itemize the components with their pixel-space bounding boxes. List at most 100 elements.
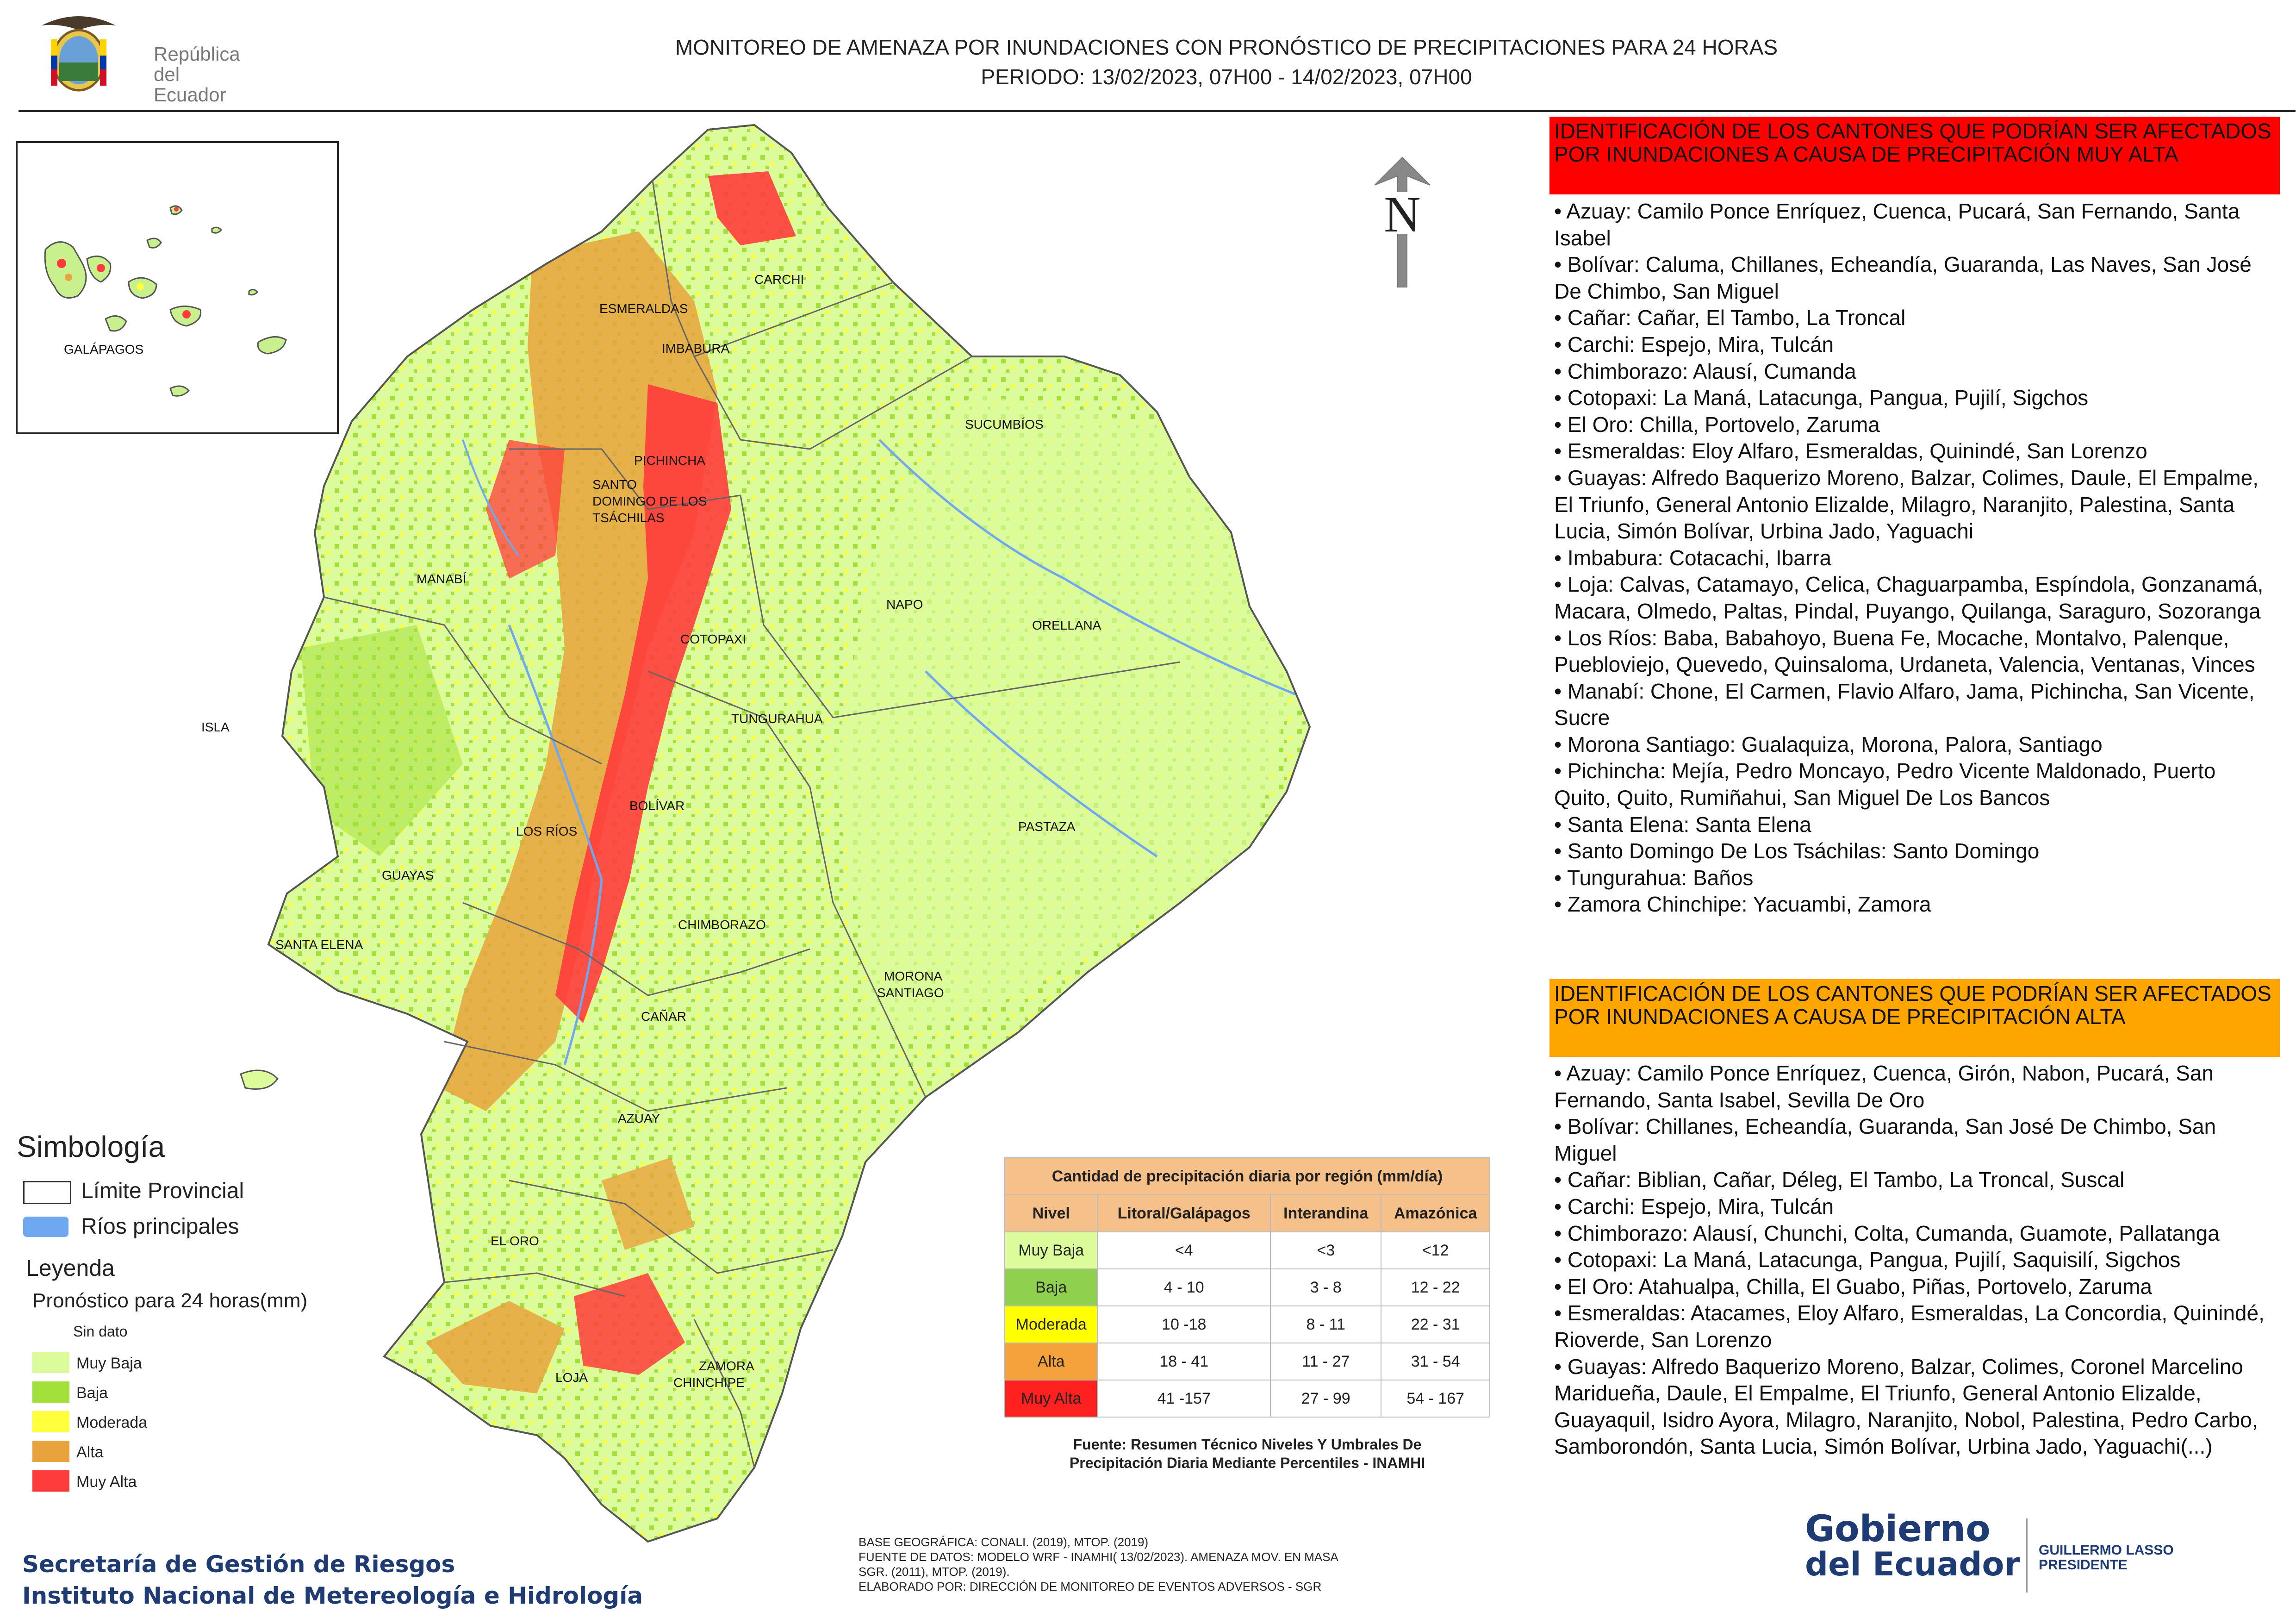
list-item: • Morona Santiago: Gualaquiza, Morona, P…	[1554, 732, 2103, 756]
legend-sin-dato-swatch	[32, 1323, 69, 1344]
label-santo-domingo-1: SANTO	[592, 477, 637, 492]
label-cotopaxi: COTOPAXI	[680, 632, 746, 646]
table-source: Fuente: Resumen Técnico Niveles Y Umbral…	[1004, 1435, 1490, 1472]
table-row: Moderada 10 -18 8 - 11 22 - 31	[1004, 1305, 1490, 1343]
table-row: Baja 4 - 10 3 - 8 12 - 22	[1004, 1268, 1490, 1306]
label-imbabura: IMBABURA	[662, 341, 730, 356]
leyenda-subtitle: Pronóstico para 24 horas(mm)	[32, 1289, 308, 1312]
panel-alta-heading: IDENTIFICACIÓN DE LOS CANTONES QUE PODRÍ…	[1549, 979, 2280, 1057]
interandina-cell: <3	[1270, 1231, 1382, 1269]
legend-muy-alta-label: Muy Alta	[76, 1473, 137, 1491]
panel-alta-list: • Azuay: Camilo Ponce Enríquez, Cuenca, …	[1554, 1060, 2276, 1460]
org-line1: Secretaría de Gestión de Riesgos	[22, 1551, 455, 1578]
label-santa-elena: SANTA ELENA	[275, 937, 363, 952]
logo-text-line2: del Ecuador	[154, 63, 226, 106]
precipitation-table: Cantidad de precipitación diaria por reg…	[1004, 1157, 1490, 1418]
amazonica-cell: <12	[1381, 1231, 1490, 1269]
list-item: • Azuay: Camilo Ponce Enríquez, Cuenca, …	[1554, 199, 2240, 250]
label-pastaza: PASTAZA	[1018, 819, 1076, 834]
label-canar: CAÑAR	[641, 1009, 686, 1024]
rios-swatch	[23, 1217, 68, 1237]
label-bolivar: BOLÍVAR	[629, 799, 684, 813]
litoral-cell: <4	[1097, 1231, 1271, 1269]
gov-logo-divider	[2026, 1518, 2028, 1593]
limite-provincial-swatch	[23, 1181, 71, 1204]
list-item: • Los Ríos: Baba, Babahoyo, Buena Fe, Mo…	[1554, 625, 2255, 677]
list-item: • Santo Domingo De Los Tsáchilas: Santo …	[1554, 839, 2040, 863]
list-item: • Guayas: Alfredo Baquerizo Moreno, Balz…	[1554, 1354, 2258, 1459]
table-row: Muy Baja <4 <3 <12	[1004, 1231, 1490, 1269]
label-napo: NAPO	[886, 597, 923, 612]
table-row: Muy Alta 41 -157 27 - 99 54 - 167	[1004, 1380, 1490, 1418]
label-morona-2: SANTIAGO	[877, 986, 944, 1000]
label-sucumbios: SUCUMBÍOS	[965, 417, 1044, 431]
republica-logo: República del Ecuador	[32, 12, 245, 105]
map-title: MONITOREO DE AMENAZA POR INUNDACIONES CO…	[324, 32, 2129, 92]
list-item: • Bolívar: Caluma, Chillanes, Echeandía,…	[1554, 252, 2252, 303]
label-guayas: GUAYAS	[382, 868, 434, 882]
label-zamora-1: ZAMORA	[699, 1359, 754, 1373]
nivel-cell: Muy Alta	[1004, 1380, 1098, 1418]
litoral-cell: 41 -157	[1097, 1380, 1271, 1418]
org-line2: Instituto Nacional de Metereología e Hid…	[22, 1582, 643, 1609]
galapagos-map: GALÁPAGOS	[44, 205, 287, 397]
header-nivel: Nivel	[1004, 1194, 1098, 1232]
label-carchi: CARCHI	[754, 272, 804, 287]
label-zamora-2: CHINCHIPE	[673, 1375, 745, 1390]
label-isla: ISLA	[201, 720, 230, 734]
table-row: Alta 18 - 41 11 - 27 31 - 54	[1004, 1343, 1490, 1380]
legend-baja-swatch	[32, 1381, 69, 1403]
list-item: • Guayas: Alfredo Baquerizo Moreno, Balz…	[1554, 465, 2259, 543]
label-santo-domingo-3: TSÁCHILAS	[592, 511, 665, 525]
map-credits: BASE GEOGRÁFICA: CONALI. (2019), MTOP. (…	[859, 1535, 1338, 1594]
label-azuay: AZUAY	[618, 1111, 660, 1125]
legend-muy-alta-swatch	[32, 1470, 69, 1492]
list-item: • Cotopaxi: La Maná, Latacunga, Pangua, …	[1554, 1248, 2181, 1272]
litoral-cell: 4 - 10	[1097, 1268, 1271, 1306]
interandina-cell: 11 - 27	[1270, 1343, 1382, 1380]
interandina-cell: 8 - 11	[1270, 1305, 1382, 1343]
legend-muy-baja-swatch	[32, 1352, 69, 1373]
organization-names: Secretaría de Gestión de Riesgos Institu…	[22, 1549, 643, 1612]
label-chimborazo: CHIMBORAZO	[678, 918, 766, 932]
interandina-cell: 3 - 8	[1270, 1268, 1382, 1306]
legend-alta-swatch	[32, 1441, 69, 1462]
legend-moderada-swatch	[32, 1411, 69, 1432]
label-los-rios: LOS RÍOS	[516, 824, 577, 838]
logo-text-line1: República	[154, 43, 240, 65]
list-item: • Esmeraldas: Atacames, Eloy Alfaro, Esm…	[1554, 1301, 2265, 1352]
rios-label: Ríos principales	[81, 1214, 239, 1239]
list-item: • Pichincha: Mejía, Pedro Moncayo, Pedro…	[1554, 759, 2216, 810]
litoral-cell: 10 -18	[1097, 1305, 1271, 1343]
legend-muy-baja-label: Muy Baja	[76, 1355, 142, 1372]
header-divider	[19, 110, 2296, 112]
source-line1: Fuente: Resumen Técnico Niveles Y Umbral…	[1073, 1436, 1422, 1453]
gov-role: PRESIDENTE	[2039, 1557, 2128, 1573]
province-labels: CARCHI ESMERALDAS IMBABURA SUCUMBÍOS PIC…	[201, 272, 1101, 1390]
label-pichincha: PICHINCHA	[634, 453, 705, 468]
list-item: • El Oro: Chilla, Portovelo, Zaruma	[1554, 412, 1880, 437]
list-item: • Imbabura: Cotacachi, Ibarra	[1554, 545, 1832, 570]
legend-alta-label: Alta	[76, 1443, 104, 1461]
amazonica-cell: 22 - 31	[1381, 1305, 1490, 1343]
nivel-cell: Muy Baja	[1004, 1231, 1098, 1269]
amazonica-cell: 54 - 167	[1381, 1380, 1490, 1418]
amazonica-cell: 12 - 22	[1381, 1268, 1490, 1306]
galapagos-inset: GALÁPAGOS	[16, 141, 339, 434]
legend-sin-dato-label: Sin dato	[73, 1323, 128, 1340]
label-el-oro: EL ORO	[491, 1234, 539, 1248]
nivel-cell: Baja	[1004, 1268, 1098, 1306]
nivel-cell: Alta	[1004, 1343, 1098, 1380]
list-item: • Chimborazo: Alausí, Chunchi, Colta, Cu…	[1554, 1221, 2220, 1245]
list-item: • Tungurahua: Baños	[1554, 865, 1754, 890]
north-arrow-icon: N	[1374, 156, 1431, 287]
list-item: • Azuay: Camilo Ponce Enríquez, Cuenca, …	[1554, 1061, 2214, 1112]
list-item: • Santa Elena: Santa Elena	[1554, 812, 1811, 837]
simbologia-title: Simbología	[17, 1130, 165, 1163]
label-manabi: MANABÍ	[417, 572, 467, 586]
gobierno-logo: Gobierno del Ecuador GUILLERMO LASSO PRE…	[1805, 1511, 2175, 1604]
label-tungurahua: TUNGURAHUA	[731, 712, 823, 726]
list-item: • Loja: Calvas, Catamayo, Celica, Chagua…	[1554, 572, 2264, 623]
legend-moderada-label: Moderada	[76, 1414, 148, 1431]
credit-line3: SGR. (2011), MTOP. (2019).	[859, 1565, 1010, 1579]
